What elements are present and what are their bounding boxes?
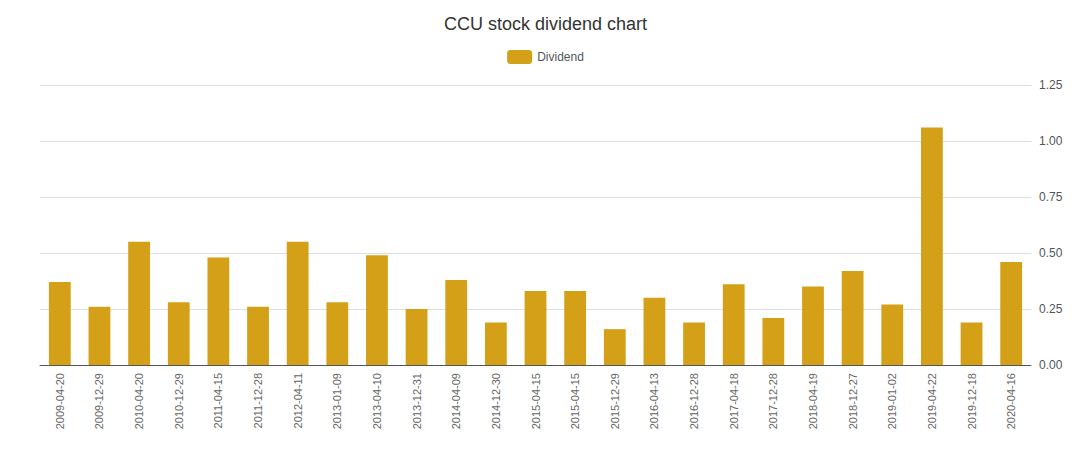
svg-text:2015-12-29: 2015-12-29 [609, 373, 621, 429]
svg-text:2011-04-15: 2011-04-15 [212, 373, 224, 428]
svg-text:2012-04-11: 2012-04-11 [292, 373, 304, 428]
svg-text:0.50: 0.50 [1039, 246, 1063, 260]
svg-text:2017-12-28: 2017-12-28 [767, 373, 779, 429]
svg-text:2016-04-13: 2016-04-13 [648, 373, 660, 429]
svg-text:2015-04-15: 2015-04-15 [569, 373, 581, 429]
svg-text:0.25: 0.25 [1039, 302, 1063, 316]
svg-text:2009-12-29: 2009-12-29 [93, 373, 105, 429]
svg-text:2014-12-30: 2014-12-30 [490, 373, 502, 429]
svg-text:2019-12-18: 2019-12-18 [966, 373, 978, 429]
svg-text:2013-12-31: 2013-12-31 [411, 373, 423, 429]
svg-text:2020-04-16: 2020-04-16 [1005, 373, 1017, 429]
svg-text:2013-01-09: 2013-01-09 [331, 373, 343, 429]
svg-text:2010-12-29: 2010-12-29 [173, 373, 185, 429]
svg-text:1.25: 1.25 [1039, 78, 1063, 92]
svg-text:1.00: 1.00 [1039, 134, 1063, 148]
svg-text:2019-04-22: 2019-04-22 [926, 373, 938, 429]
svg-text:2009-04-20: 2009-04-20 [54, 373, 66, 429]
svg-text:2018-04-19: 2018-04-19 [807, 373, 819, 429]
svg-text:2011-12-28: 2011-12-28 [252, 373, 264, 428]
svg-text:2016-12-28: 2016-12-28 [688, 373, 700, 429]
svg-text:2019-01-02: 2019-01-02 [886, 373, 898, 429]
svg-text:CCU stock dividend chart: CCU stock dividend chart [444, 14, 647, 34]
svg-text:2013-04-10: 2013-04-10 [371, 373, 383, 429]
svg-text:Dividend: Dividend [537, 50, 584, 64]
svg-text:2014-04-09: 2014-04-09 [450, 373, 462, 429]
svg-text:0.00: 0.00 [1039, 358, 1063, 372]
svg-text:2010-04-20: 2010-04-20 [133, 373, 145, 429]
svg-text:2015-04-15: 2015-04-15 [530, 373, 542, 429]
svg-text:0.75: 0.75 [1039, 190, 1063, 204]
svg-text:2018-12-27: 2018-12-27 [847, 373, 859, 429]
svg-text:2017-04-18: 2017-04-18 [728, 373, 740, 429]
